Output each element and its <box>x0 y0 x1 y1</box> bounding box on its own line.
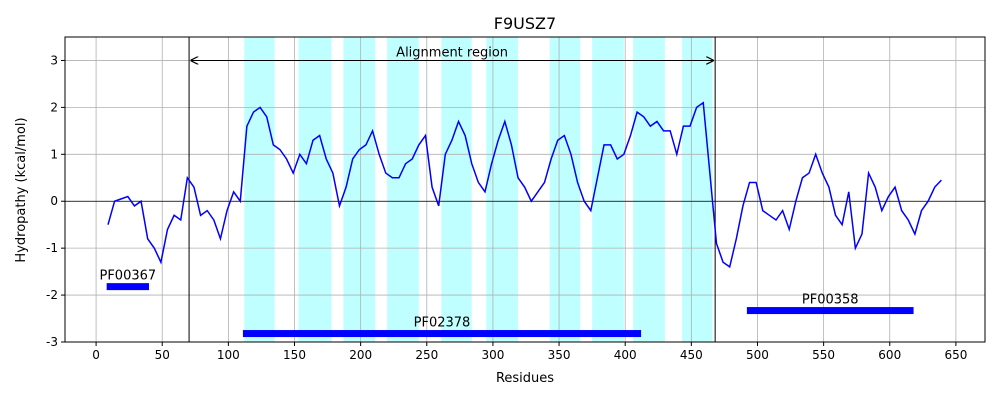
alignment-band <box>441 37 472 342</box>
domain-bar <box>746 307 914 315</box>
x-tick-label: 350 <box>548 348 571 362</box>
alignment-band <box>592 37 624 342</box>
domain-bar <box>106 283 149 291</box>
domain-label: PF02378 <box>414 316 471 331</box>
x-tick-label: 0 <box>92 348 100 362</box>
y-tick-label: 3 <box>50 53 58 67</box>
x-tick-label: 300 <box>481 348 504 362</box>
x-tick-label: 250 <box>415 348 438 362</box>
y-tick-label: -3 <box>46 335 58 349</box>
domain-label: PF00358 <box>802 293 859 308</box>
x-tick-label: 50 <box>155 348 170 362</box>
chart-title: F9USZ7 <box>494 14 556 33</box>
alignment-band <box>298 37 332 342</box>
alignment-band <box>486 37 519 342</box>
y-tick-label: -2 <box>46 288 58 302</box>
alignment-band <box>549 37 581 342</box>
plot-frame <box>64 36 986 343</box>
x-tick-label: 450 <box>680 348 703 362</box>
domain-label: PF00367 <box>99 269 156 284</box>
hydropathy-line <box>107 101 942 269</box>
x-tick-label: 500 <box>746 348 769 362</box>
domain-bar <box>242 330 642 338</box>
x-tick-label: 600 <box>878 348 901 362</box>
x-tick-label: 650 <box>944 348 967 362</box>
x-tick-label: 550 <box>812 348 835 362</box>
y-tick-label: -1 <box>46 241 58 255</box>
x-tick-label: 100 <box>217 348 240 362</box>
alignment-band <box>682 37 713 342</box>
annotation: Alignment region <box>396 45 508 60</box>
y-tick-label: 0 <box>50 194 58 208</box>
y-tick-label: 1 <box>50 147 58 161</box>
alignment-band <box>633 37 665 342</box>
x-tick-label: 200 <box>349 348 372 362</box>
x-axis-label: Residues <box>496 371 554 386</box>
alignment-band <box>343 37 376 342</box>
alignment-band <box>244 37 275 342</box>
x-tick-label: 150 <box>283 348 306 362</box>
alignment-band <box>387 37 419 342</box>
y-tick-label: 2 <box>50 100 58 114</box>
y-axis-label: Hydropathy (kcal/mol) <box>14 117 29 262</box>
x-tick-label: 400 <box>614 348 637 362</box>
